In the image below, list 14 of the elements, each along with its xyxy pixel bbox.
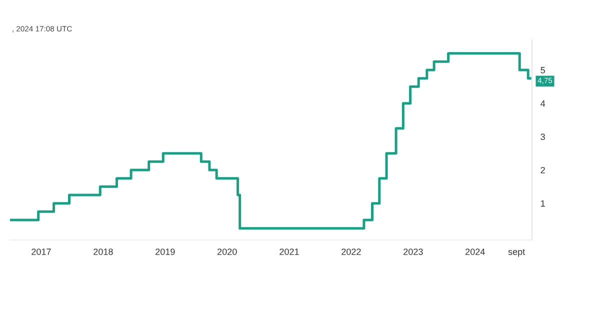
x-tick-label: 2024 [466, 248, 485, 255]
x-tick-label: 2022 [342, 248, 361, 255]
y-tick-label: 5 [540, 67, 545, 74]
x-tick-label: 2023 [404, 248, 423, 255]
y-tick-label: 4 [540, 100, 546, 107]
x-tick-label: 2017 [32, 248, 51, 255]
x-tick-label: 2021 [280, 248, 299, 255]
x-tick-label: 2019 [156, 248, 175, 255]
y-tick-label: 2 [540, 166, 545, 174]
x-tick-label: 2018 [94, 248, 113, 255]
x-tick-label: 2020 [218, 248, 237, 255]
y-tick-label: 1 [541, 200, 545, 207]
x-tick-label: sept [508, 249, 526, 257]
y-tick-label: 3 [540, 134, 545, 140]
